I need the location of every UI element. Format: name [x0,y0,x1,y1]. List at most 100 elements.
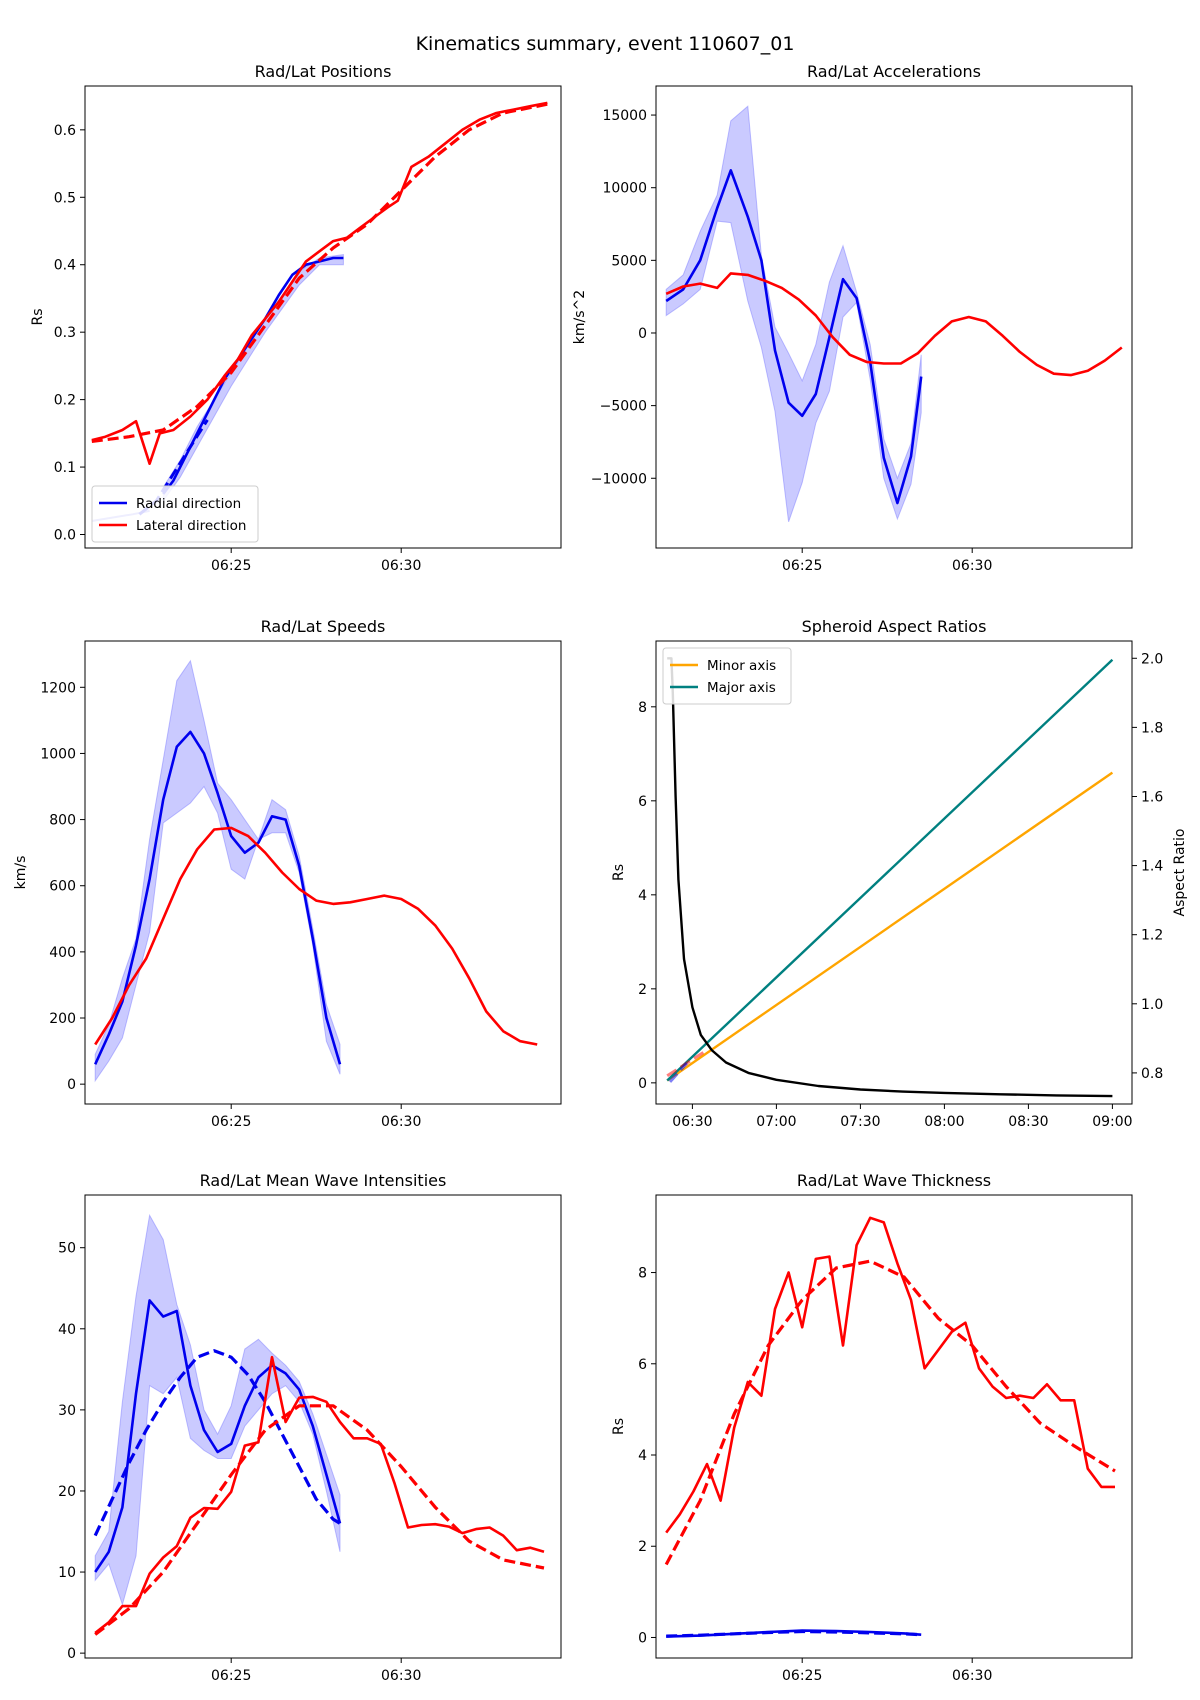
panel-speeds: Rad/Lat Speeds 06:25 06:30 0 200 400 600 800 100… [13,617,562,1130]
y-tick-label: 0 [638,1076,647,1092]
y-tick-label: 2 [638,982,647,998]
x-tick-label: 06:30 [952,558,992,574]
y-tick-label: 10 [58,1565,76,1581]
y-axis-label: Rs [611,1418,627,1435]
y-tick-label: −10000 [591,471,647,487]
legend: Minor axis Major axis [662,647,792,705]
x-tick-label: 06:25 [211,558,251,574]
x-tick-label: 07:00 [756,1114,796,1130]
x-tick-label: 08:00 [924,1114,964,1130]
panel-thickness: Rad/Lat Wave Thickness 06:25 06:30 0 2 4 6 8 Rs [611,1171,1133,1684]
panel-aspect: Spheroid Aspect Ratios 06:30 07:00 07:30 08:… [611,617,1188,1130]
y-tick-label: 0.4 [54,258,76,274]
x-tick-label: 06:25 [211,1114,251,1130]
y-tick-label: 30 [58,1403,76,1419]
y-tick-label: 0 [67,1646,76,1662]
y-tick-label: 20 [58,1484,76,1500]
x-tick-label: 09:00 [1092,1114,1132,1130]
confidence-band [162,254,344,503]
y-tick-label: 0.6 [54,123,76,139]
panel-title: Rad/Lat Wave Thickness [797,1171,991,1190]
series-line [91,102,548,443]
y-right-tick-label: 1.8 [1141,720,1163,736]
series-line [91,101,548,466]
confidence-band [94,1213,341,1607]
series-line [94,1355,545,1634]
plot-area [93,1213,545,1636]
x-tick-label: 06:25 [782,1668,822,1684]
series-line [666,658,1114,1082]
series-line [138,419,209,516]
y-tick-label: 0.1 [54,460,76,476]
y-tick-label: 15000 [602,108,647,124]
y-tick-label: 0.2 [54,393,76,409]
y-right-tick-label: 1.6 [1141,789,1163,805]
series-line [666,1629,922,1638]
series-line [668,1062,688,1083]
y-tick-label: 1200 [40,680,76,696]
legend-label: Major axis [707,680,776,696]
y-tick-label: 0.5 [54,190,76,206]
y-tick-label: −5000 [600,399,647,415]
series-line [666,771,1114,1082]
x-tick-label: 06:25 [211,1668,251,1684]
y-right-tick-label: 2.0 [1141,651,1163,667]
y-tick-label: 4 [638,1448,647,1464]
y-tick-label: 6 [638,794,647,810]
y-axis-label: Rs [30,308,46,325]
axes-frame [84,1194,562,1659]
figure-title: Kinematics summary, event 110607_01 [416,33,795,55]
y-tick-label: 200 [49,1011,76,1027]
y-tick-label: 0.0 [54,528,76,544]
panel-intensities: Rad/Lat Mean Wave Intensities 06:25 06:30 0… [58,1171,562,1684]
y-axis-label: Rs [611,864,627,881]
y-tick-label: 1000 [40,746,76,762]
series-line [94,826,538,1046]
axes-frame [84,85,562,549]
y-right-tick-label: 1.0 [1141,997,1163,1013]
series-line [94,1299,342,1573]
y-tick-label: 0 [638,326,647,342]
y-axis-label: km/s^2 [572,290,588,344]
y-tick-label: 6 [638,1357,647,1373]
axes-frame [655,640,1133,1105]
y-right-tick-label: 0.8 [1141,1066,1163,1082]
y-tick-label: 40 [58,1322,76,1338]
panel-title: Rad/Lat Speeds [261,617,386,636]
y-tick-label: 600 [49,879,76,895]
axes-frame [655,85,1133,549]
y-tick-label: 10000 [602,181,647,197]
y-right-tick-label: 1.4 [1141,859,1163,875]
panel-title: Spheroid Aspect Ratios [802,617,987,636]
plot-area [664,1216,1116,1638]
series-line [93,1349,341,1537]
panel-accelerations: Rad/Lat Accelerations 06:25 06:30 −10000 −50… [572,62,1133,574]
legend: Radial direction Lateral direction [91,485,259,543]
x-tick-label: 06:30 [672,1114,712,1130]
series-line [94,1404,545,1636]
panel-positions: Rad/Lat Positions 06:25 06:30 0.0 0.1 0.2 0.3 0… [30,62,562,574]
series-line [667,657,1113,1098]
x-tick-label: 06:30 [381,558,421,574]
axes-frame [84,640,562,1105]
panel-title: Rad/Lat Accelerations [807,62,981,81]
y-tick-label: 2 [638,1539,647,1555]
legend-label: Radial direction [136,496,241,512]
confidence-band [94,659,341,1083]
legend-label: Lateral direction [136,518,246,534]
axes-frame [655,1194,1133,1659]
y-right-axis-label: Aspect Ratio [1172,829,1188,917]
x-tick-label: 06:30 [381,1668,421,1684]
series-line [94,730,342,1065]
y-tick-label: 8 [638,700,647,716]
legend-label: Minor axis [707,658,776,674]
y-tick-label: 800 [49,813,76,829]
y-tick-label: 0 [638,1630,647,1646]
x-tick-label: 07:30 [840,1114,880,1130]
x-tick-label: 06:30 [381,1114,421,1130]
legend-box [662,647,792,705]
y-tick-label: 0 [67,1077,76,1093]
legend-box [91,485,259,543]
x-tick-label: 06:30 [952,1668,992,1684]
